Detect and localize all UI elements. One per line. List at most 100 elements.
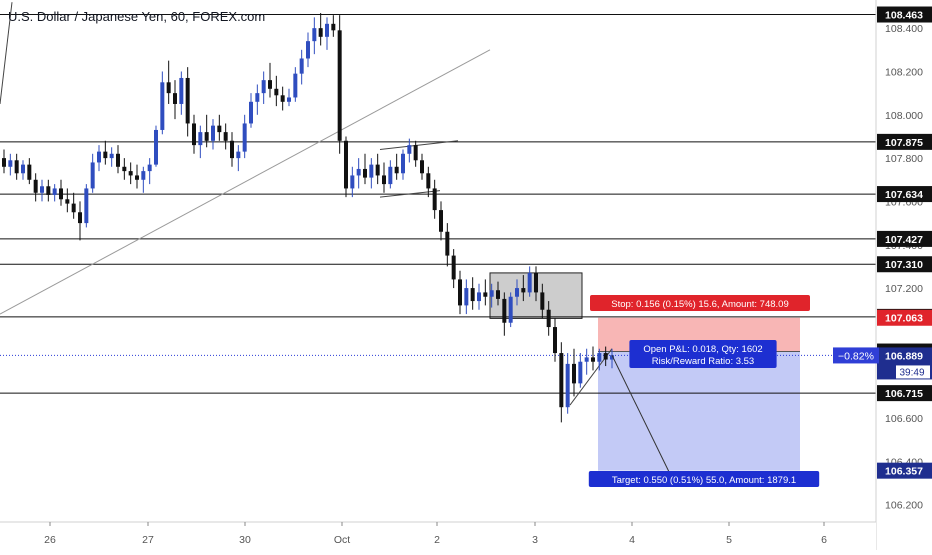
- candle: [173, 80, 177, 120]
- y-tick-label: 106.200: [885, 500, 923, 512]
- candle-body: [458, 279, 462, 306]
- x-tick-label: Oct: [334, 534, 350, 546]
- level-price-tag-bg: [877, 6, 932, 23]
- level-price-tag: 108.463: [877, 6, 932, 23]
- candle: [192, 114, 196, 154]
- candle-body: [249, 101, 253, 124]
- open-pnl-label-bg: [629, 340, 777, 368]
- chart-title: U.S. Dollar / Japanese Yen, 60, FOREX.co…: [8, 9, 266, 24]
- candle-body: [274, 88, 279, 96]
- level-price-tag-bg: [877, 256, 932, 273]
- candle: [261, 71, 266, 104]
- candle-body: [470, 288, 475, 302]
- y-tick-label: 108.000: [885, 110, 923, 122]
- candle-body: [135, 175, 139, 180]
- candle: [451, 249, 456, 289]
- candle: [166, 60, 171, 104]
- candle-body: [369, 164, 374, 178]
- candle-body: [71, 203, 76, 213]
- candle-body: [451, 255, 456, 280]
- candle: [179, 71, 184, 115]
- candle-body: [375, 164, 380, 176]
- candle: [318, 12, 323, 46]
- target-label-text: Target: 0.550 (0.51%) 55.0, Amount: 1879…: [612, 475, 796, 486]
- level-price-tag: 106.715: [877, 385, 932, 402]
- candle: [591, 346, 595, 371]
- candle: [565, 353, 570, 414]
- candle: [515, 279, 519, 306]
- candle: [116, 145, 120, 174]
- trendline: [0, 49, 491, 315]
- candle: [534, 266, 538, 302]
- candle-body: [610, 355, 614, 360]
- countdown-bg: [896, 365, 930, 379]
- support-segment: [379, 190, 441, 198]
- candle: [223, 123, 228, 150]
- candle-body: [413, 145, 418, 161]
- level-price-tag: 107.875: [877, 133, 932, 150]
- x-tick-label: 27: [142, 534, 154, 546]
- candle-body: [496, 290, 500, 299]
- projection-arrow: [611, 355, 673, 479]
- candle-body: [211, 125, 215, 141]
- candle: [204, 114, 209, 148]
- level-price-tag-text: 107.427: [885, 234, 923, 246]
- candle: [540, 283, 545, 319]
- stop-price-tag: 107.063: [877, 309, 932, 326]
- candle: [350, 166, 355, 198]
- candle: [185, 67, 190, 137]
- stop-label-text: Stop: 0.156 (0.15%) 15.6, Amount: 748.09: [611, 299, 788, 310]
- candle-body: [293, 73, 298, 98]
- candle-body: [90, 162, 95, 189]
- candle-body: [242, 123, 247, 152]
- level-price-tag-text: 107.875: [885, 137, 923, 149]
- candle-body: [299, 58, 304, 74]
- candle: [268, 62, 272, 98]
- candle-body: [597, 353, 602, 362]
- open-pnl-label-text: Risk/Reward Ratio: 3.53: [652, 356, 754, 367]
- level-price-tag: 107.310: [877, 256, 932, 273]
- candle: [597, 348, 602, 371]
- y-tick-label: 107.200: [885, 283, 923, 295]
- candle-body: [21, 164, 25, 174]
- candle: [356, 158, 361, 189]
- candle: [211, 119, 215, 150]
- level-price-tag-text: 107.310: [885, 259, 923, 271]
- target-price-tag-bg: [877, 462, 932, 479]
- level-price-tag-bg: [877, 385, 932, 402]
- candle: [584, 348, 589, 375]
- candle-body: [97, 151, 101, 163]
- x-tick-label: 3: [532, 534, 538, 546]
- candle-body: [255, 93, 260, 102]
- candle: [603, 346, 608, 367]
- x-tick-label: 30: [239, 534, 251, 546]
- level-price-tag-bg: [877, 230, 932, 247]
- candle-body: [223, 132, 228, 141]
- current-price-text: 106.889: [885, 350, 923, 362]
- candle: [255, 84, 260, 115]
- candle-body: [122, 166, 127, 172]
- price-axis-bg: [876, 0, 932, 550]
- candle-body: [363, 168, 367, 178]
- candle-body: [287, 97, 291, 102]
- change-badge-text: −0.82%: [838, 350, 874, 362]
- candle-body: [464, 288, 469, 306]
- candle: [84, 184, 89, 228]
- candle-body: [2, 158, 6, 167]
- candle: [407, 138, 412, 163]
- candle: [369, 158, 374, 189]
- candle-body: [439, 210, 443, 232]
- target-price-tag-text: 106.357: [885, 466, 923, 478]
- current-price-tag: 106.889 39:49: [877, 347, 932, 380]
- target-label: Target: 0.550 (0.51%) 55.0, Amount: 1879…: [588, 471, 820, 487]
- stop-price-tag-bg: [877, 309, 932, 326]
- candle-body: [52, 188, 57, 195]
- candle: [71, 192, 76, 219]
- candle: [325, 17, 329, 50]
- candle: [337, 15, 342, 154]
- candle-body: [40, 186, 44, 193]
- candle-body: [502, 298, 507, 323]
- candle-body: [318, 28, 323, 37]
